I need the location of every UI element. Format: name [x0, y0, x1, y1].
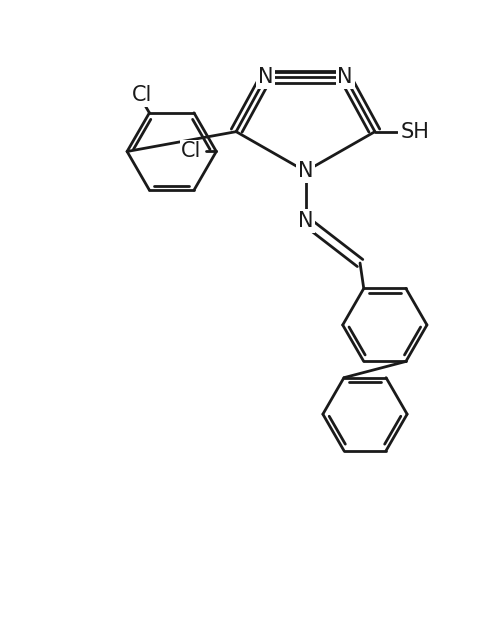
Text: N: N — [258, 67, 273, 87]
Text: N: N — [297, 161, 313, 181]
Text: N: N — [337, 67, 352, 87]
Text: SH: SH — [399, 122, 428, 141]
Text: Cl: Cl — [181, 141, 201, 161]
Text: N: N — [297, 211, 313, 231]
Text: Cl: Cl — [131, 86, 152, 106]
